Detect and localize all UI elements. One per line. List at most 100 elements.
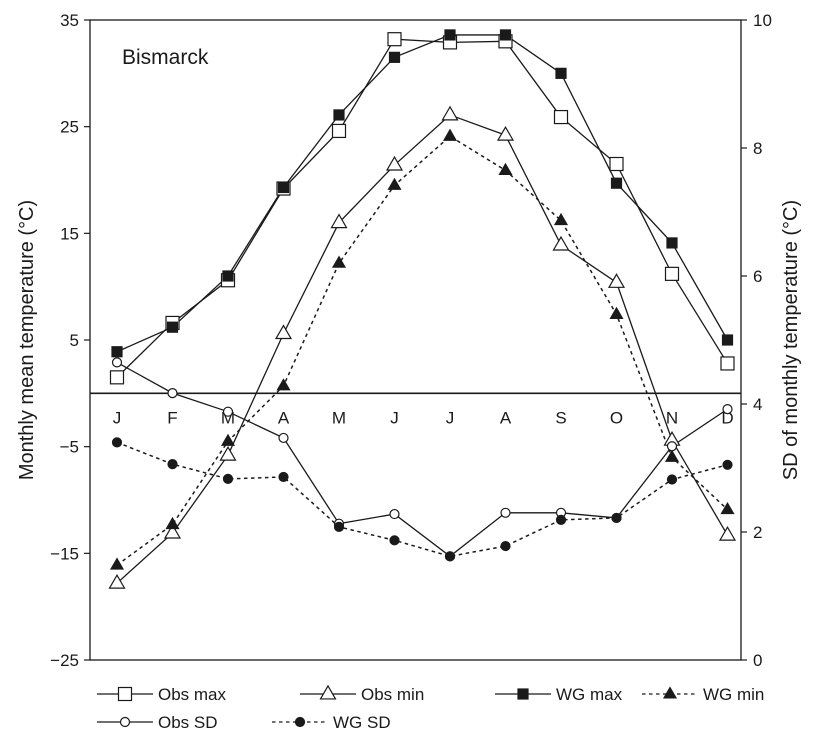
legend-label: Obs SD (158, 713, 218, 732)
left-axis-label: Monthly mean temperature (°C) (16, 200, 38, 480)
point-obs-min (385, 155, 404, 171)
point-wg-min (331, 255, 347, 268)
point-wg-max (555, 67, 567, 79)
point-obs-min (718, 525, 737, 541)
point-wg-min (720, 501, 735, 515)
right-tick-label: 2 (753, 523, 762, 542)
legend-label: WG min (703, 685, 764, 704)
left-tick-label: 25 (60, 118, 79, 137)
series-line-wg-max (116, 34, 729, 353)
point-wg-max (222, 270, 234, 282)
point-obs-min (552, 235, 570, 251)
legend-label: Obs max (158, 685, 227, 704)
point-wg-sd (333, 521, 345, 532)
point-wg-max (721, 334, 734, 346)
series-line-wg-min (116, 135, 729, 566)
right-tick-label: 8 (753, 139, 762, 158)
point-obs-sd (167, 388, 178, 399)
point-wg-max (277, 181, 290, 194)
point-obs-max (664, 266, 680, 281)
point-obs-sd (722, 404, 733, 415)
legend-marker (319, 684, 337, 700)
point-obs-max (387, 32, 402, 47)
point-wg-sd (167, 459, 178, 470)
month-label: J (390, 408, 399, 427)
point-obs-min (163, 523, 182, 539)
point-wg-max (388, 51, 401, 63)
right-tick-label: 10 (753, 11, 772, 30)
point-wg-max (499, 29, 512, 41)
point-wg-max (333, 109, 345, 121)
point-obs-sd (500, 507, 511, 518)
point-wg-max (666, 237, 678, 249)
right-tick-label: 4 (753, 395, 762, 414)
point-obs-min (274, 324, 293, 340)
legend-marker (117, 686, 133, 702)
point-wg-sd (611, 512, 622, 524)
legend-label: WG SD (333, 713, 391, 732)
series-layer (116, 34, 729, 584)
left-tick-label: −15 (50, 544, 79, 563)
month-label: A (500, 408, 512, 427)
point-obs-sd (278, 432, 289, 444)
legend-marker (517, 688, 529, 700)
point-obs-max (553, 109, 569, 125)
legend-label: WG max (556, 685, 623, 704)
point-wg-min (664, 449, 680, 462)
point-obs-sd (222, 406, 234, 417)
point-obs-min (330, 213, 348, 229)
right-tick-label: 6 (753, 267, 762, 286)
point-wg-max (610, 177, 623, 189)
month-label: M (332, 408, 346, 427)
point-wg-min (609, 306, 624, 319)
series-line-wg-sd (116, 441, 728, 558)
point-wg-sd (555, 514, 567, 525)
point-obs-max (609, 156, 624, 172)
left-tick-label: −5 (60, 438, 79, 457)
month-label: S (555, 408, 566, 427)
right-axis: 0 2 4 6 8 10 (741, 11, 772, 670)
series-line-obs-sd (116, 361, 728, 558)
point-wg-sd (222, 473, 234, 484)
plot-frame (89, 19, 742, 661)
point-wg-min (553, 212, 569, 226)
point-obs-sd (389, 508, 400, 520)
point-obs-min (496, 125, 515, 141)
point-wg-min (387, 177, 402, 190)
point-wg-sd (111, 437, 123, 448)
point-obs-sd (666, 441, 678, 452)
point-wg-min (442, 128, 458, 141)
chart-title: Bismarck (122, 46, 209, 69)
point-wg-sd (666, 474, 678, 485)
point-wg-min (220, 433, 236, 446)
point-wg-min (109, 557, 125, 570)
point-obs-max (109, 370, 125, 385)
point-wg-sd (278, 471, 289, 483)
month-label: N (666, 408, 678, 427)
point-wg-max (111, 346, 123, 358)
point-obs-min (219, 445, 237, 461)
month-label: F (167, 408, 177, 427)
point-obs-max (331, 123, 347, 139)
left-tick-label: 35 (60, 11, 79, 30)
point-wg-max (444, 29, 456, 41)
left-axis: −25 −15 −5 5 15 25 35 (50, 11, 90, 670)
legend-marker (294, 716, 306, 728)
right-axis-label: SD of monthly temperature (°C) (780, 200, 802, 480)
point-obs-min (108, 573, 126, 589)
point-wg-sd (500, 540, 511, 552)
legend-marker (119, 716, 131, 728)
point-obs-min (607, 273, 626, 288)
legend-marker (662, 686, 678, 699)
left-tick-label: 5 (70, 331, 79, 350)
series-line-obs-max (116, 38, 729, 378)
point-wg-min (276, 378, 291, 391)
point-obs-min (441, 105, 459, 121)
month-label: J (113, 408, 122, 427)
point-obs-max (720, 356, 735, 371)
month-label: O (610, 408, 623, 427)
marker-layer (108, 29, 737, 589)
right-tick-label: 0 (753, 651, 762, 670)
